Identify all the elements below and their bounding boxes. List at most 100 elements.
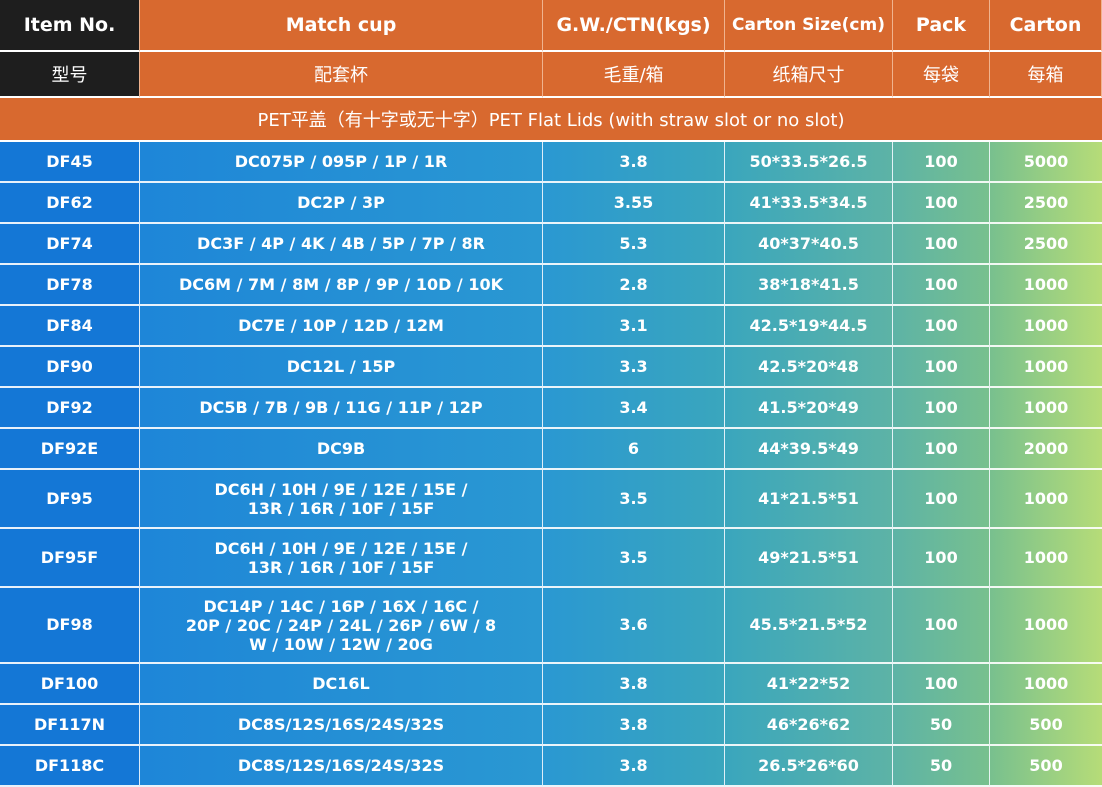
- match-cup-line: 13R / 16R / 10F / 15F: [247, 557, 435, 577]
- cell-carton-size: 42.5*20*48: [725, 347, 893, 388]
- table-row: DF74 DC3F / 4P / 4K / 4B / 5P / 7P / 8R 5.…: [0, 224, 1102, 265]
- table-row: DF100 DC16L 3.8 41*22*52 100 1000: [0, 664, 1102, 705]
- cell-match-cup: DC3F / 4P / 4K / 4B / 5P / 7P / 8R: [140, 224, 543, 265]
- table-row: DF78 DC6M / 7M / 8M / 8P / 9P / 10D / 10K…: [0, 265, 1102, 306]
- header-row-chinese: 型号 配套杯 毛重/箱 纸箱尺寸 每袋 每箱: [0, 52, 1102, 98]
- cell-item-no: DF92E: [0, 429, 140, 470]
- cell-carton-size: 49*21.5*51: [725, 529, 893, 588]
- cell-pack: 100: [893, 388, 990, 429]
- cell-carton-size: 45.5*21.5*52: [725, 588, 893, 664]
- cell-gross-weight: 3.1: [543, 306, 725, 347]
- header-carton-size-zh: 纸箱尺寸: [725, 52, 893, 98]
- cell-carton: 2000: [990, 429, 1102, 470]
- table-row: DF45 DC075P / 095P / 1P / 1R 3.8 50*33.5*26…: [0, 142, 1102, 183]
- cell-gross-weight: 3.5: [543, 529, 725, 588]
- cell-gross-weight: 3.8: [543, 664, 725, 705]
- header-match-cup-zh: 配套杯: [140, 52, 543, 98]
- table-row: DF84 DC7E / 10P / 12D / 12M 3.1 42.5*19*44.…: [0, 306, 1102, 347]
- cell-pack: 100: [893, 347, 990, 388]
- cell-gross-weight: 3.8: [543, 142, 725, 183]
- cell-item-no: DF95F: [0, 529, 140, 588]
- match-cup-line: DC16L: [312, 674, 370, 693]
- table-row: DF62 DC2P / 3P 3.55 41*33.5*34.5 100 2500: [0, 183, 1102, 224]
- cell-carton-size: 26.5*26*60: [725, 746, 893, 787]
- cell-gross-weight: 3.3: [543, 347, 725, 388]
- match-cup-line: DC9B: [316, 439, 366, 458]
- table-row: DF118C DC8S/12S/16S/24S/32S 3.8 26.5*26*60 5…: [0, 746, 1102, 787]
- cell-carton: 2500: [990, 183, 1102, 224]
- cell-item-no: DF78: [0, 265, 140, 306]
- cell-pack: 100: [893, 588, 990, 664]
- header-item-no: Item No.: [0, 0, 140, 52]
- cell-gross-weight: 3.4: [543, 388, 725, 429]
- cell-match-cup: DC12L / 15P: [140, 347, 543, 388]
- cell-item-no: DF117N: [0, 705, 140, 746]
- cell-carton: 1000: [990, 470, 1102, 529]
- cell-pack: 100: [893, 224, 990, 265]
- cell-pack: 100: [893, 183, 990, 224]
- cell-match-cup: DC8S/12S/16S/24S/32S: [140, 746, 543, 787]
- match-cup-line: 13R / 16R / 10F / 15F: [247, 498, 435, 518]
- cell-pack: 100: [893, 306, 990, 347]
- cell-pack: 50: [893, 746, 990, 787]
- match-cup-line: DC6H / 10H / 9E / 12E / 15E /: [214, 538, 468, 558]
- cell-pack: 100: [893, 664, 990, 705]
- header-pack-zh: 每袋: [893, 52, 990, 98]
- header-carton-size: Carton Size(cm): [725, 0, 893, 52]
- cell-item-no: DF100: [0, 664, 140, 705]
- cell-carton: 1000: [990, 388, 1102, 429]
- header-pack: Pack: [893, 0, 990, 52]
- cell-match-cup: DC6H / 10H / 9E / 12E / 15E /13R / 16R /…: [140, 470, 543, 529]
- cell-carton-size: 40*37*40.5: [725, 224, 893, 265]
- header-carton-size-text: Carton Size(cm): [732, 14, 885, 35]
- cell-item-no: DF74: [0, 224, 140, 265]
- cell-carton-size: 46*26*62: [725, 705, 893, 746]
- match-cup-line: DC14P / 14C / 16P / 16X / 16C /: [203, 596, 479, 616]
- cell-carton: 1000: [990, 664, 1102, 705]
- cell-carton-size: 50*33.5*26.5: [725, 142, 893, 183]
- cell-item-no: DF45: [0, 142, 140, 183]
- match-cup-line: W / 10W / 12W / 20G: [249, 634, 433, 654]
- header-carton: Carton: [990, 0, 1102, 52]
- cell-gross-weight: 3.6: [543, 588, 725, 664]
- header-row-english: Item No. Match cup G.W./CTN(kgs) Carton …: [0, 0, 1102, 52]
- cell-pack: 100: [893, 429, 990, 470]
- match-cup-line: DC7E / 10P / 12D / 12M: [238, 316, 444, 335]
- cell-carton-size: 42.5*19*44.5: [725, 306, 893, 347]
- table-row: DF90 DC12L / 15P 3.3 42.5*20*48 100 1000: [0, 347, 1102, 388]
- match-cup-line: DC2P / 3P: [297, 193, 385, 212]
- cell-pack: 100: [893, 142, 990, 183]
- header-gross-weight-zh: 毛重/箱: [543, 52, 725, 98]
- cell-pack: 100: [893, 265, 990, 306]
- cell-match-cup: DC9B: [140, 429, 543, 470]
- match-cup-line: 20P / 20C / 24P / 24L / 26P / 6W / 8: [185, 615, 497, 635]
- section-title: PET平盖（有十字或无十字）PET Flat Lids (with straw …: [0, 98, 1102, 142]
- table-body: DF45 DC075P / 095P / 1P / 1R 3.8 50*33.5*26…: [0, 142, 1102, 787]
- cell-carton: 1000: [990, 588, 1102, 664]
- cell-gross-weight: 3.5: [543, 470, 725, 529]
- cell-match-cup: DC075P / 095P / 1P / 1R: [140, 142, 543, 183]
- cell-match-cup: DC6H / 10H / 9E / 12E / 15E /13R / 16R /…: [140, 529, 543, 588]
- cell-carton: 500: [990, 705, 1102, 746]
- table-row: DF95 DC6H / 10H / 9E / 12E / 15E /13R / 1…: [0, 470, 1102, 529]
- table-row: DF117N DC8S/12S/16S/24S/32S 3.8 46*26*62 50 5…: [0, 705, 1102, 746]
- cell-pack: 100: [893, 470, 990, 529]
- match-cup-line: DC8S/12S/16S/24S/32S: [237, 756, 445, 775]
- cell-match-cup: DC6M / 7M / 8M / 8P / 9P / 10D / 10K: [140, 265, 543, 306]
- header-match-cup: Match cup: [140, 0, 543, 52]
- table-row: DF95F DC6H / 10H / 9E / 12E / 15E /13R / …: [0, 529, 1102, 588]
- cell-pack: 50: [893, 705, 990, 746]
- cell-match-cup: DC7E / 10P / 12D / 12M: [140, 306, 543, 347]
- match-cup-line: DC12L / 15P: [286, 357, 396, 376]
- cell-carton-size: 44*39.5*49: [725, 429, 893, 470]
- cell-item-no: DF98: [0, 588, 140, 664]
- cell-item-no: DF95: [0, 470, 140, 529]
- cell-carton: 2500: [990, 224, 1102, 265]
- cell-gross-weight: 3.8: [543, 705, 725, 746]
- section-row: PET平盖（有十字或无十字）PET Flat Lids (with straw …: [0, 98, 1102, 142]
- cell-item-no: DF84: [0, 306, 140, 347]
- table-row: DF98 DC14P / 14C / 16P / 16X / 16C /20P /…: [0, 588, 1102, 664]
- match-cup-line: DC075P / 095P / 1P / 1R: [234, 152, 448, 171]
- match-cup-line: DC6M / 7M / 8M / 8P / 9P / 10D / 10K: [178, 275, 504, 294]
